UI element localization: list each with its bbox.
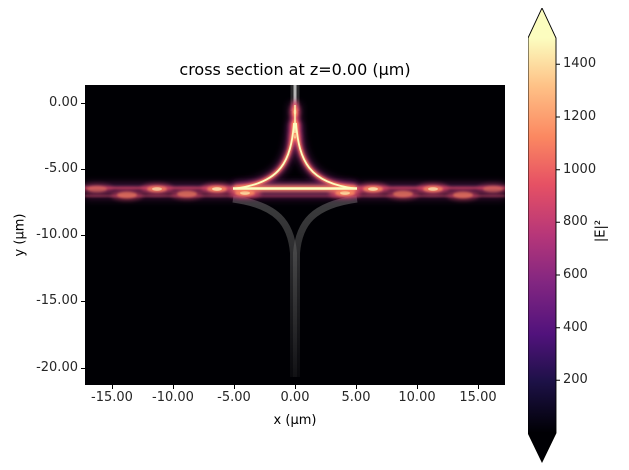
beating-lobes-core (152, 109, 438, 195)
y-tick-mark (81, 235, 85, 236)
x-axis-label: x (μm) (273, 413, 317, 428)
y-tick-label: -20.00 (36, 360, 78, 375)
y-tick-mark (81, 368, 85, 369)
x-tick-mark (417, 385, 418, 389)
field-intensity-heatmap (85, 85, 505, 385)
x-tick-mark (234, 385, 235, 389)
x-tick-label: 15.00 (459, 390, 497, 405)
colorbar-tick-marks (556, 63, 560, 381)
colorbar-body-with-extend-arrows (527, 6, 557, 464)
y-tick-mark (81, 103, 85, 104)
colorbar-tick-label: 200 (563, 372, 588, 387)
x-tick-label: 0.00 (280, 390, 310, 405)
y-axis-label: y (μm) (12, 213, 28, 257)
colorbar-tick-label: 1000 (563, 162, 597, 177)
x-tick-label: -15.00 (91, 390, 133, 405)
y-tick-label: 0.00 (49, 95, 78, 110)
y-tick-mark (81, 169, 85, 170)
field-core-layer (233, 105, 357, 190)
colorbar-gradient (527, 6, 560, 464)
colorbar-label: |E|² (593, 219, 609, 243)
x-tick-mark (356, 385, 357, 389)
plot-area (85, 85, 505, 385)
colorbar (527, 6, 562, 467)
x-tick-label: -5.00 (217, 390, 251, 405)
y-tick-mark (81, 301, 85, 302)
x-tick-label: -10.00 (152, 390, 194, 405)
x-tick-label: 5.00 (341, 390, 371, 405)
beating-lobes-hot (87, 107, 503, 199)
y-tick-label: -10.00 (36, 227, 78, 242)
x-tick-mark (478, 385, 479, 389)
colorbar-tick-label: 400 (563, 320, 588, 335)
y-tick-label: -15.00 (36, 293, 78, 308)
x-tick-mark (173, 385, 174, 389)
x-tick-mark (295, 385, 296, 389)
colorbar-tick-label: 1400 (563, 56, 597, 71)
colorbar-tick-label: 1200 (563, 109, 597, 124)
colorbar-tick-label: 800 (563, 214, 588, 229)
colorbar-tick-label: 600 (563, 267, 588, 282)
y-tick-label: -5.00 (44, 161, 78, 176)
x-tick-label: 10.00 (398, 390, 436, 405)
plot-title: cross section at z=0.00 (μm) (179, 60, 411, 79)
x-tick-mark (112, 385, 113, 389)
